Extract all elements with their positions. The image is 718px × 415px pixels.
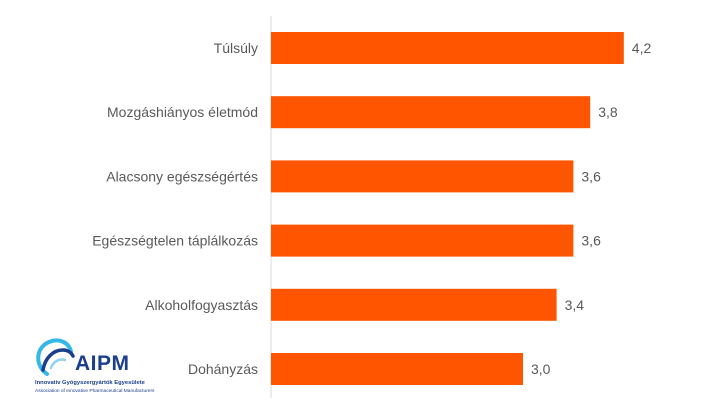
bar-2 <box>271 160 574 193</box>
aipm-logo: AIPM Innovatív Gyógyszergyártók Egyesüle… <box>33 332 158 398</box>
logo-subtitle: Innovatív Gyógyszergyártók Egyesülete <box>35 380 145 386</box>
value-labels-group: 4,2 3,8 3,6 3,6 3,4 3,0 <box>531 40 651 377</box>
bar-0 <box>271 32 624 64</box>
bar-4 <box>271 288 557 321</box>
value-label-1: 3,8 <box>598 104 618 120</box>
value-label-5: 3,0 <box>531 361 551 377</box>
category-label-5: Dohányzás <box>188 361 258 377</box>
logo-name: AIPM <box>75 352 130 375</box>
bars-group <box>271 32 624 385</box>
value-label-0: 4,2 <box>632 40 652 56</box>
bar-3 <box>271 224 574 257</box>
category-label-3: Egészségtelen táplálkozás <box>92 233 258 249</box>
logo-subtitle-english: Association of Innovative Pharmaceutical… <box>35 389 155 394</box>
value-label-3: 3,6 <box>581 233 601 249</box>
category-label-1: Mozgáshiányos életmód <box>107 104 258 120</box>
category-label-0: Túlsúly <box>214 40 258 56</box>
category-label-4: Alkoholfogyasztás <box>145 297 258 313</box>
value-label-4: 3,4 <box>565 297 585 313</box>
value-label-2: 3,6 <box>581 168 601 184</box>
bar-1 <box>271 96 591 129</box>
category-label-2: Alacsony egészségértés <box>106 168 258 184</box>
category-labels-group: Túlsúly Mozgáshiányos életmód Alacsony egé… <box>92 40 258 377</box>
bar-5 <box>271 353 523 385</box>
aipm-logo-mark <box>36 338 75 376</box>
